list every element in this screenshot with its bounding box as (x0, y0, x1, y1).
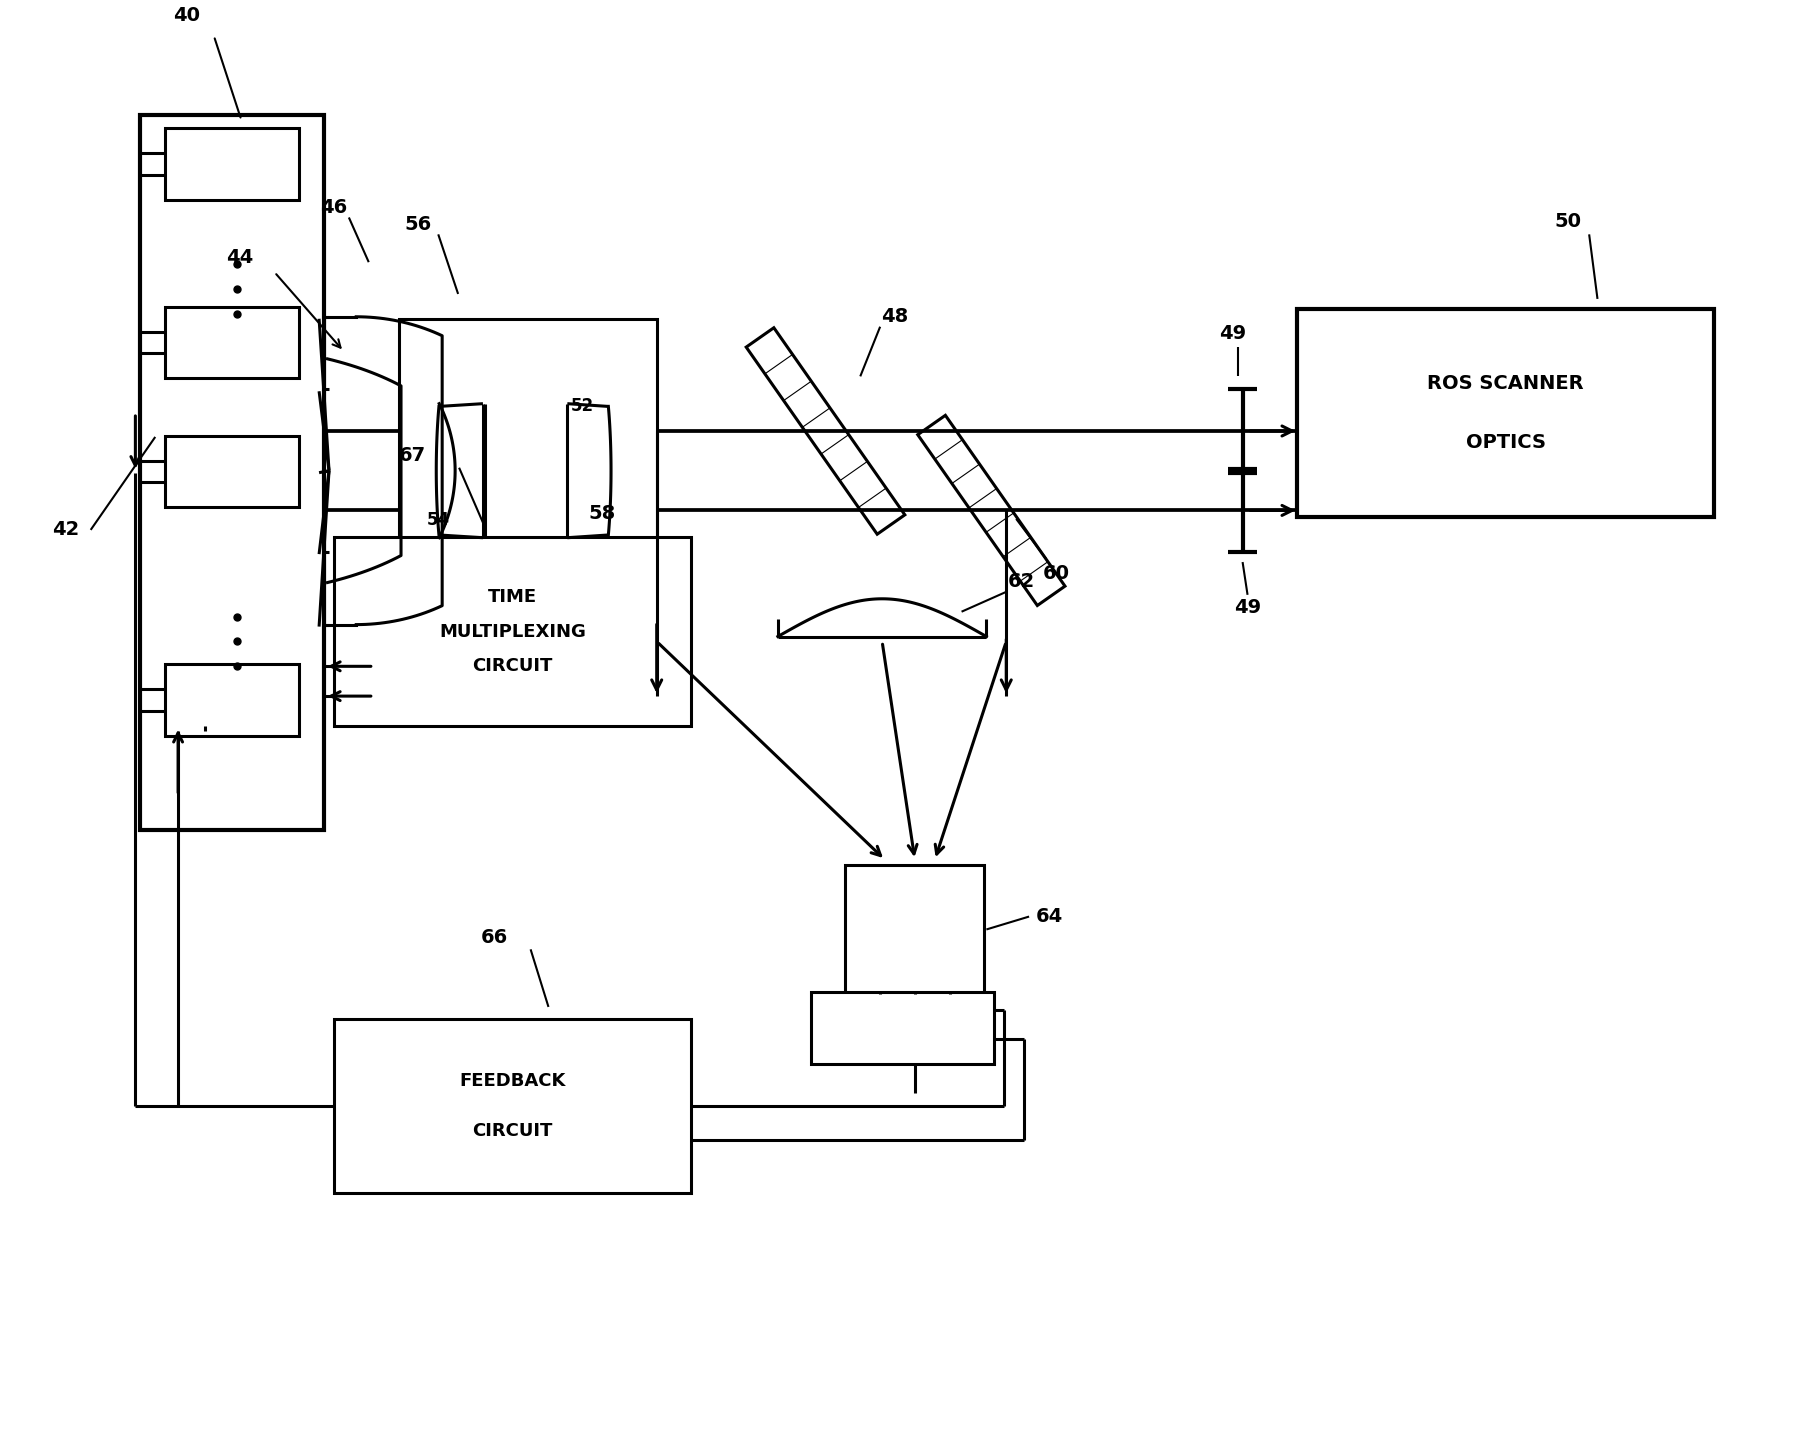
Text: OPTICS: OPTICS (1465, 434, 1546, 452)
Text: TIME: TIME (488, 587, 536, 606)
Text: 44: 44 (227, 248, 254, 267)
Bar (166, 436, 299, 508)
Text: 52: 52 (571, 397, 594, 415)
Text: 42: 42 (52, 521, 79, 539)
Bar (140, 115, 324, 831)
Bar (810, 992, 994, 1063)
Text: 60: 60 (1042, 564, 1069, 583)
Text: 67: 67 (400, 447, 427, 465)
Text: 54: 54 (427, 512, 450, 529)
Text: 62: 62 (1008, 573, 1035, 592)
Text: FEEDBACK: FEEDBACK (459, 1072, 565, 1090)
Polygon shape (918, 415, 1066, 606)
Text: 50: 50 (1555, 212, 1582, 231)
Text: CIRCUIT: CIRCUIT (473, 1121, 553, 1140)
Text: 66: 66 (481, 928, 508, 947)
Text: 64: 64 (1035, 908, 1062, 927)
Text: 40: 40 (173, 6, 200, 26)
Bar (335, 538, 691, 726)
Text: MULTIPLEXING: MULTIPLEXING (439, 622, 587, 641)
Text: 46: 46 (320, 199, 347, 217)
Text: 49: 49 (1235, 599, 1262, 618)
Text: 56: 56 (405, 215, 432, 233)
Bar (166, 307, 299, 378)
Bar (166, 664, 299, 735)
Text: CIRCUIT: CIRCUIT (473, 657, 553, 676)
Bar (1298, 309, 1714, 518)
Polygon shape (747, 328, 905, 534)
Text: 49: 49 (1219, 325, 1246, 344)
Bar (166, 128, 299, 200)
Text: 58: 58 (589, 505, 616, 523)
Bar (398, 319, 657, 622)
Text: 48: 48 (882, 307, 909, 326)
Bar (335, 1019, 691, 1192)
Bar (846, 864, 985, 995)
Text: ROS SCANNER: ROS SCANNER (1427, 374, 1584, 393)
